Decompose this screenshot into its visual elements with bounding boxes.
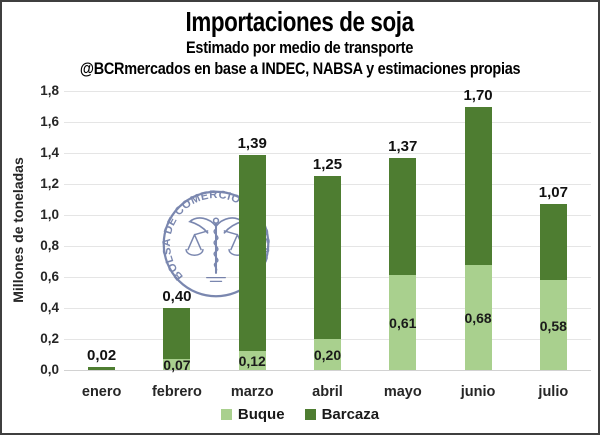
bar-abril — [314, 176, 341, 370]
bar-mayo — [389, 157, 417, 370]
y-tick-label: 0,6 — [40, 269, 59, 284]
seal-scale-right — [223, 230, 247, 256]
x-axis-label: abril — [312, 384, 343, 400]
y-tick-label: 1,4 — [40, 145, 59, 160]
x-axis-label: junio — [460, 384, 496, 400]
legend-swatch-buque — [220, 409, 232, 420]
total-value-label: 0,40 — [162, 288, 192, 305]
bar-segment-barcaza — [464, 106, 492, 265]
x-axis-labels: enero febrero marzo abril mayo junio julio — [64, 384, 591, 400]
gridline — [64, 90, 591, 92]
y-tick-label: 0,2 — [40, 331, 59, 346]
buque-value-label: 0,07 — [163, 357, 191, 374]
gridline — [64, 152, 591, 154]
buque-value-label: 0,12 — [238, 353, 266, 370]
total-value-label: 1,39 — [237, 134, 267, 152]
bar-segment-barcaza — [238, 154, 266, 352]
chart-attribution: @BCRmercados en base a INDEC, NABSA y es… — [79, 59, 521, 79]
y-tick-label: 0,4 — [40, 300, 59, 315]
seal-base-banner — [206, 276, 226, 282]
bar-enero — [88, 366, 116, 370]
bar-segment-barcaza — [163, 308, 191, 360]
bar-segment-buque — [389, 275, 417, 370]
x-axis-label: marzo — [230, 384, 274, 400]
x-axis-label: febrero — [151, 384, 202, 400]
buque-value-label: 0,68 — [464, 309, 492, 326]
total-value-label: 1,07 — [538, 184, 568, 202]
x-axis-label: mayo — [383, 384, 422, 400]
legend-item-buque: Buque — [220, 406, 285, 423]
legend: Buque Barcaza — [2, 406, 598, 423]
bar-segment-buque — [539, 280, 567, 370]
y-axis-tick-labels: 0,0 0,2 0,4 0,6 0,8 1,0 1,2 1,4 1,6 1,8 — [2, 83, 59, 377]
bar-segment-buque — [163, 359, 191, 370]
chart-title: Importaciones de soja — [185, 6, 415, 37]
y-tick-label: 1,8 — [40, 83, 59, 98]
y-tick-label: 1,6 — [40, 114, 59, 129]
bar-segment-barcaza — [88, 366, 116, 370]
chart-subtitle: Estimado por medio de transporte — [186, 38, 414, 58]
y-tick-label: 1,0 — [40, 207, 59, 222]
buque-value-label: 0,61 — [389, 315, 417, 332]
y-tick-label: 1,2 — [40, 176, 59, 191]
legend-label-buque: Buque — [237, 406, 285, 423]
bar-marzo — [238, 154, 266, 370]
total-value-label: 1,25 — [312, 156, 343, 174]
total-value-label: 1,70 — [463, 86, 493, 104]
seal-staff-top — [212, 217, 220, 224]
buque-value-label: 0,58 — [539, 317, 567, 334]
bar-segment-buque — [314, 339, 341, 370]
x-axis-label: enero — [81, 384, 122, 400]
bar-segment-barcaza — [539, 204, 567, 281]
total-value-label: 0,02 — [87, 346, 117, 364]
bar-segment-barcaza — [314, 176, 341, 339]
total-value-label: 1,37 — [388, 137, 418, 155]
gridline — [64, 369, 591, 371]
legend-label-barcaza: Barcaza — [321, 406, 380, 423]
chart-header: Importaciones de soja Estimado por medio… — [2, 6, 598, 79]
x-axis-label: julio — [538, 384, 569, 400]
y-tick-label: 0,8 — [40, 238, 59, 253]
bar-segment-buque — [238, 351, 266, 370]
buque-value-label: 0,20 — [313, 347, 342, 363]
bar-junio — [464, 106, 492, 371]
legend-item-barcaza: Barcaza — [304, 406, 380, 423]
seal-outer-ring — [162, 190, 270, 298]
legend-swatch-barcaza — [304, 409, 316, 420]
bar-segment-barcaza — [389, 157, 417, 276]
seal-serpent — [213, 228, 219, 272]
plot-area: BOLSA DE COMERCIO DE ROSARIO 0,020,400,0… — [64, 87, 591, 374]
bar-julio — [539, 204, 567, 370]
gridline — [64, 121, 591, 123]
y-tick-label: 0,0 — [40, 362, 59, 377]
bar-segment-buque — [464, 264, 492, 370]
seal-scale-left — [185, 230, 209, 256]
bar-febrero — [163, 308, 191, 370]
